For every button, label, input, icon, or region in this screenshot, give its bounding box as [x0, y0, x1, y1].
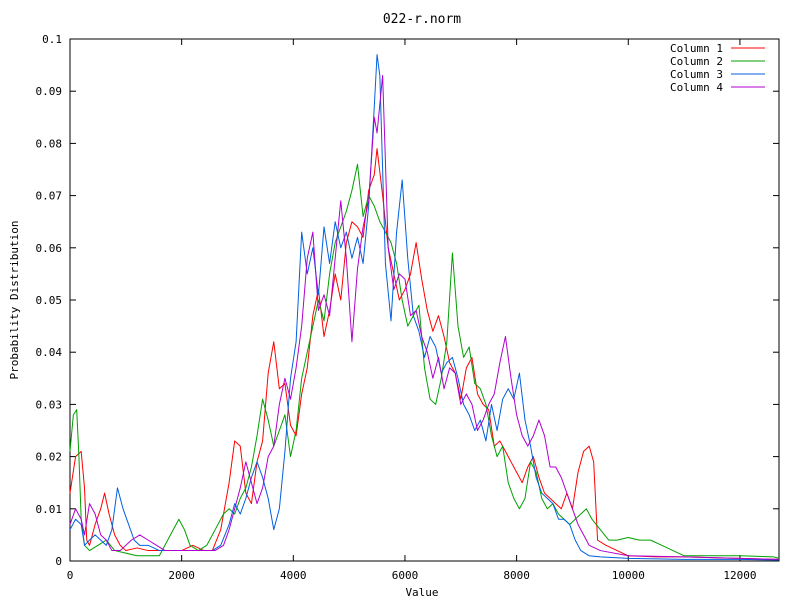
y-tick-label: 0.06 — [36, 242, 63, 255]
x-tick-label: 12000 — [723, 569, 756, 582]
chart-title: 022-r.norm — [383, 12, 461, 27]
y-tick-label: 0.08 — [36, 137, 63, 150]
y-tick-label: 0.02 — [36, 451, 63, 464]
legend-label-column-2: Column 2 — [670, 55, 723, 68]
legend-label-column-3: Column 3 — [670, 68, 723, 81]
y-tick-label: 0.05 — [36, 294, 63, 307]
x-axis-label: Value — [405, 586, 438, 599]
x-tick-label: 2000 — [168, 569, 195, 582]
series-line-column-4 — [69, 75, 780, 560]
series-lines — [69, 54, 780, 561]
y-tick-label: 0.07 — [36, 190, 63, 203]
legend-label-column-4: Column 4 — [670, 81, 723, 94]
x-tick-label: 4000 — [280, 569, 307, 582]
x-tick-label: 10000 — [612, 569, 645, 582]
y-tick-label: 0 — [55, 555, 62, 568]
axis-ticks: 0 2000 4000 6000 8000 10000 12000 0 0.01 0.02 0.03… — [36, 33, 779, 582]
y-tick-label: 0.09 — [36, 85, 63, 98]
y-tick-label: 0.1 — [42, 33, 62, 46]
y-tick-label: 0.03 — [36, 398, 63, 411]
y-tick-label: 0.04 — [36, 346, 63, 359]
y-axis-label: Probability Distribution — [8, 221, 21, 380]
series-line-column-2 — [69, 163, 780, 559]
x-tick-label: 8000 — [503, 569, 530, 582]
y-tick-label: 0.01 — [36, 503, 63, 516]
x-tick-label: 6000 — [392, 569, 419, 582]
x-tick-label: 0 — [67, 569, 74, 582]
legend-label-column-1: Column 1 — [670, 42, 723, 55]
series-line-column-3 — [69, 54, 780, 561]
